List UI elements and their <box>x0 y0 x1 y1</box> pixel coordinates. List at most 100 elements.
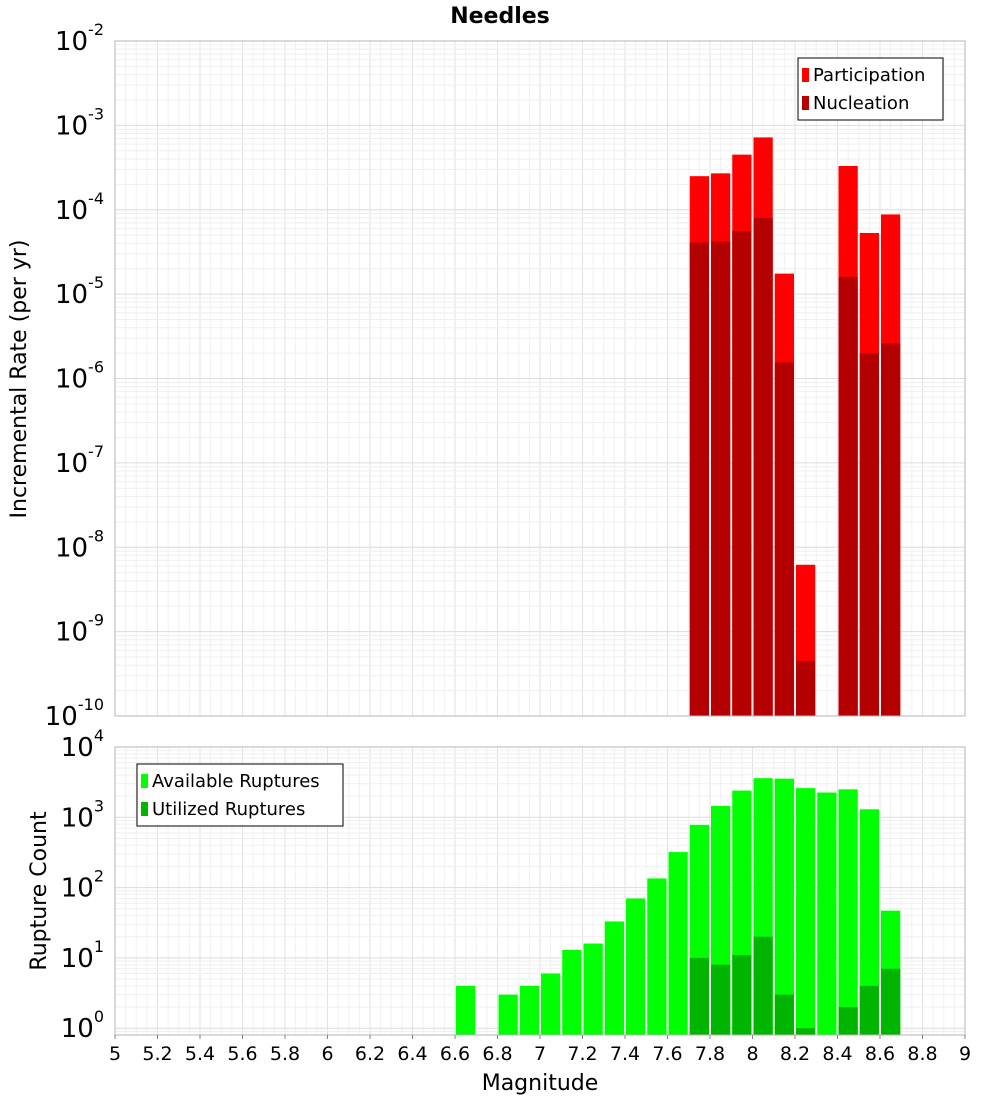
counts-bar-utilized-ruptures <box>711 964 731 1035</box>
y-tick-base: 10 <box>55 280 88 310</box>
y-tick-base: 10 <box>55 196 88 226</box>
x-tick-label: 5.4 <box>185 1043 215 1065</box>
y-tick-label: 10-7 <box>55 442 104 479</box>
counts-bar-utilized-ruptures <box>881 968 901 1035</box>
counts-bar-available-ruptures <box>817 792 837 1035</box>
y-tick-exponent: -2 <box>88 20 104 39</box>
counts-bar-available-ruptures <box>583 943 603 1035</box>
y-tick-exponent: -9 <box>88 611 104 630</box>
counts-bar-utilized-ruptures <box>774 994 794 1035</box>
x-tick-label: 5 <box>109 1043 121 1065</box>
counts-bar-utilized-ruptures <box>753 936 773 1035</box>
rates-panel: 10-210-310-410-510-610-710-810-910-10Par… <box>45 20 966 732</box>
y-tick-base: 10 <box>55 365 88 395</box>
chart-title: Needles <box>450 4 550 29</box>
counts-bar-available-ruptures <box>604 921 624 1035</box>
counts-bar-utilized-ruptures <box>732 954 752 1035</box>
y-tick-base: 10 <box>55 27 88 57</box>
x-tick-label: 7.4 <box>610 1043 640 1065</box>
x-tick-label: 8.2 <box>780 1043 810 1065</box>
counts-bar-available-ruptures <box>562 949 582 1035</box>
rates-bar-nucleation <box>796 660 816 716</box>
counts-bar-utilized-ruptures <box>689 957 709 1035</box>
x-tick-label: 6.8 <box>482 1043 512 1065</box>
y-tick-label: 104 <box>61 726 104 763</box>
legend-box <box>797 57 944 121</box>
y-tick-label: 103 <box>61 796 104 833</box>
y-tick-label: 100 <box>61 1007 104 1044</box>
y-tick-exponent: -5 <box>88 273 104 292</box>
counts-legend: Available Ruptures Utilized Ruptures <box>136 763 344 827</box>
x-axis-label: Magnitude <box>482 1071 599 1096</box>
legend-swatch <box>802 68 809 82</box>
counts-y-axis-label: Rupture Count <box>27 811 52 971</box>
counts-bar-available-ruptures <box>796 788 816 1035</box>
counts-bars <box>456 778 901 1035</box>
counts-bar-utilized-ruptures <box>838 1007 858 1035</box>
y-tick-label: 10-4 <box>55 189 104 226</box>
counts-bar-available-ruptures <box>668 852 688 1035</box>
counts-bar-available-ruptures <box>456 985 476 1035</box>
x-ticks: 5 5.2 5.4 5.6 5.8 6 6.2 6.4 6.6 6.8 7 7.2 7.4 7.6 7.8 8… <box>109 1035 971 1065</box>
y-tick-label: 101 <box>61 937 104 974</box>
rates-grid <box>114 40 966 717</box>
y-tick-exponent: -6 <box>88 358 104 377</box>
y-tick-base: 10 <box>61 733 94 763</box>
legend-entry: Available Ruptures <box>152 771 320 792</box>
y-tick-base: 10 <box>61 874 94 904</box>
rates-y-ticks: 10-210-310-410-510-610-710-810-910-10 <box>45 20 104 732</box>
x-tick-label: 6.4 <box>397 1043 427 1065</box>
legend-box <box>136 763 344 827</box>
x-tick-label: 7.8 <box>695 1043 725 1065</box>
rates-bar-nucleation <box>774 362 794 716</box>
rates-bar-nucleation <box>732 230 752 716</box>
counts-bar-available-ruptures <box>838 789 858 1035</box>
y-tick-exponent: -4 <box>88 189 104 208</box>
y-tick-exponent: -3 <box>88 104 104 123</box>
legend-swatch <box>141 774 148 788</box>
y-tick-exponent: 3 <box>94 796 104 815</box>
rates-y-axis-label: Incremental Rate (per yr) <box>7 240 32 519</box>
y-tick-base: 10 <box>61 944 94 974</box>
counts-bar-available-ruptures <box>626 898 646 1035</box>
x-tick-label: 6.2 <box>355 1043 385 1065</box>
x-tick-label: 6 <box>321 1043 333 1065</box>
rates-bar-nucleation <box>838 276 858 716</box>
y-tick-exponent: -8 <box>88 526 104 545</box>
y-tick-base: 10 <box>55 449 88 479</box>
x-tick-label: 9 <box>959 1043 971 1065</box>
legend-entry: Nucleation <box>813 93 909 114</box>
y-tick-exponent: 2 <box>94 867 104 886</box>
y-tick-base: 10 <box>61 803 94 833</box>
y-tick-label: 10-6 <box>55 358 104 395</box>
y-tick-base: 10 <box>55 618 88 648</box>
legend-entry: Utilized Ruptures <box>152 799 305 820</box>
counts-bar-available-ruptures <box>519 985 539 1035</box>
y-tick-base: 10 <box>61 1014 94 1044</box>
x-tick-label: 8.8 <box>907 1043 937 1065</box>
x-tick-label: 7.6 <box>652 1043 682 1065</box>
rates-bar-nucleation <box>881 343 901 716</box>
rates-bar-nucleation <box>689 242 709 716</box>
rates-bar-nucleation <box>753 217 773 716</box>
legend-swatch <box>141 802 148 816</box>
y-tick-label: 10-9 <box>55 611 104 648</box>
legend-entry: Participation <box>813 65 925 86</box>
counts-bar-utilized-ruptures <box>796 1028 816 1035</box>
y-tick-base: 10 <box>45 702 78 732</box>
counts-bar-available-ruptures <box>498 994 518 1035</box>
y-tick-base: 10 <box>55 111 88 141</box>
x-tick-label: 5.8 <box>270 1043 300 1065</box>
rates-bar-nucleation <box>711 241 731 717</box>
rates-plot-frame <box>114 40 966 717</box>
y-tick-exponent: -7 <box>88 442 104 461</box>
y-tick-label: 102 <box>61 867 104 904</box>
legend-swatch <box>802 96 809 110</box>
y-tick-label: 10-5 <box>55 273 104 310</box>
counts-bar-available-ruptures <box>647 878 667 1035</box>
x-tick-label: 6.6 <box>440 1043 470 1065</box>
x-tick-label: 7.2 <box>567 1043 597 1065</box>
